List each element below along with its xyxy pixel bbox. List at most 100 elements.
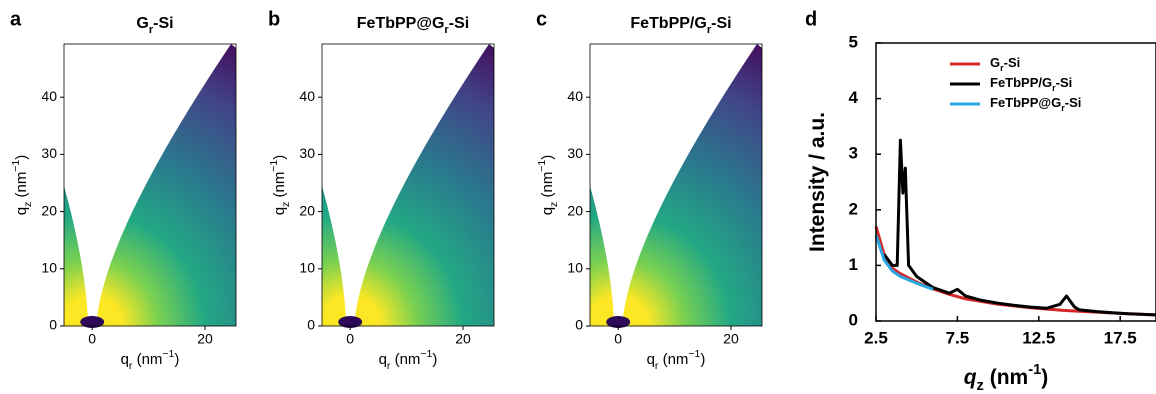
text-part: -Si — [1004, 55, 1021, 70]
text-part: -Si — [711, 15, 731, 32]
y-tick-label: 5 — [849, 32, 858, 51]
x-axis-label: qr (nm−1) — [647, 348, 706, 372]
x-axis-label: qr (nm−1) — [121, 348, 180, 372]
panel-label: d — [805, 8, 817, 30]
y-tick-label: 3 — [849, 144, 858, 163]
text-part: ) — [700, 351, 705, 368]
text-part: (nm — [271, 172, 288, 202]
x-tick-label: 20 — [455, 331, 471, 347]
text-part: Intensity / a.u. — [806, 112, 829, 252]
y-axis-label: qz (nm−1) — [10, 155, 34, 216]
text-part: G — [990, 55, 1000, 70]
text-part: (nm — [390, 351, 420, 368]
x-tick-label: 20 — [723, 331, 739, 347]
text-part: q — [13, 207, 30, 215]
page: 020010203040Gr-Siqr (nm−1)qz (nm−1)a0200… — [0, 0, 1156, 394]
text-part: (nm — [132, 351, 162, 368]
x-axis-label: qr (nm−1) — [379, 348, 438, 372]
legend-label: FeTbPP@Gr-Si — [990, 95, 1081, 113]
text-part: −1 — [10, 160, 22, 172]
y-tick-label: 30 — [299, 145, 315, 161]
text-part: ) — [539, 155, 556, 160]
detector-image — [322, 44, 494, 328]
text-part: q — [964, 366, 977, 389]
text-part: ) — [174, 351, 179, 368]
image-left-wedge — [590, 186, 614, 326]
text-part: (nm — [658, 351, 688, 368]
y-tick-label: 4 — [849, 88, 859, 107]
text-part: FeTbPP@G — [990, 95, 1061, 110]
y-tick-label: 10 — [299, 260, 315, 276]
panel-label: a — [10, 8, 22, 30]
y-tick-label: 2 — [849, 199, 858, 218]
image-left-wedge — [322, 186, 346, 326]
y-axis-label: Intensity / a.u. — [806, 112, 829, 252]
y-tick-label: 10 — [41, 260, 57, 276]
y-tick-label: 40 — [299, 88, 315, 104]
x-tick-label: 0 — [88, 331, 96, 347]
text-part: q — [647, 351, 655, 368]
panel-label: b — [268, 8, 280, 30]
panel-title: FeTbPP@Gr-Si — [357, 15, 469, 36]
text-part: -Si — [449, 15, 469, 32]
y-tick-label: 20 — [41, 202, 57, 218]
text-part: -Si — [1056, 75, 1073, 90]
y-tick-label: 30 — [41, 145, 57, 161]
x-axis-label: qz (nm-1) — [964, 362, 1049, 394]
y-axis-label: qz (nm−1) — [536, 155, 560, 216]
text-part: −1 — [688, 348, 700, 360]
text-part: q — [271, 207, 288, 215]
text-part: −1 — [536, 160, 548, 172]
x-tick-label: 20 — [197, 331, 213, 347]
text-part: −1 — [420, 348, 432, 360]
text-part: FeTbPP/G — [990, 75, 1052, 90]
image-right-wedge — [354, 44, 494, 326]
y-tick-label: 20 — [299, 202, 315, 218]
figure: 020010203040Gr-Siqr (nm−1)qz (nm−1)a0200… — [0, 0, 1156, 394]
text-part: -Si — [1065, 95, 1082, 110]
text-part: z — [977, 378, 984, 394]
y-tick-label: 0 — [849, 310, 858, 329]
text-part: −1 — [162, 348, 174, 360]
text-part: ) — [271, 155, 288, 160]
text-part: q — [539, 207, 556, 215]
y-tick-label: 40 — [567, 88, 583, 104]
text-part: q — [121, 351, 129, 368]
text-part: −1 — [268, 160, 280, 172]
text-part: -1 — [1028, 362, 1041, 378]
y-axis-label: qz (nm−1) — [268, 155, 292, 216]
panel-title: FeTbPP/Gr-Si — [630, 15, 731, 36]
panel-label: c — [536, 8, 547, 30]
y-tick-label: 0 — [49, 317, 57, 333]
text-part: (nm — [13, 172, 30, 202]
x-tick-label: 17.5 — [1104, 328, 1137, 347]
legend-label: Gr-Si — [990, 55, 1020, 73]
y-tick-label: 30 — [567, 145, 583, 161]
detector-image — [64, 44, 236, 328]
data-line — [876, 227, 1156, 315]
x-tick-label: 0 — [346, 331, 354, 347]
y-tick-label: 20 — [567, 202, 583, 218]
text-part: (nm — [539, 172, 556, 202]
image-left-wedge — [64, 186, 88, 326]
text-part: ) — [432, 351, 437, 368]
x-tick-label: 7.5 — [946, 328, 970, 347]
detector-image — [590, 44, 762, 328]
x-tick-label: 2.5 — [864, 328, 888, 347]
image-right-wedge — [96, 44, 236, 326]
panel-title: Gr-Si — [136, 15, 173, 36]
data-line — [884, 140, 1156, 315]
y-tick-label: 1 — [849, 255, 858, 274]
y-tick-label: 40 — [41, 88, 57, 104]
x-tick-label: 12.5 — [1022, 328, 1055, 347]
text-part: -Si — [153, 15, 173, 32]
x-tick-label: 0 — [614, 331, 622, 347]
y-tick-label: 0 — [575, 317, 583, 333]
y-tick-label: 0 — [307, 317, 315, 333]
y-tick-label: 10 — [567, 260, 583, 276]
text-part: ) — [13, 155, 30, 160]
text-part: FeTbPP@G — [357, 15, 445, 32]
text-part: q — [379, 351, 387, 368]
text-part: ) — [1041, 366, 1048, 389]
text-part: (nm — [984, 366, 1028, 389]
